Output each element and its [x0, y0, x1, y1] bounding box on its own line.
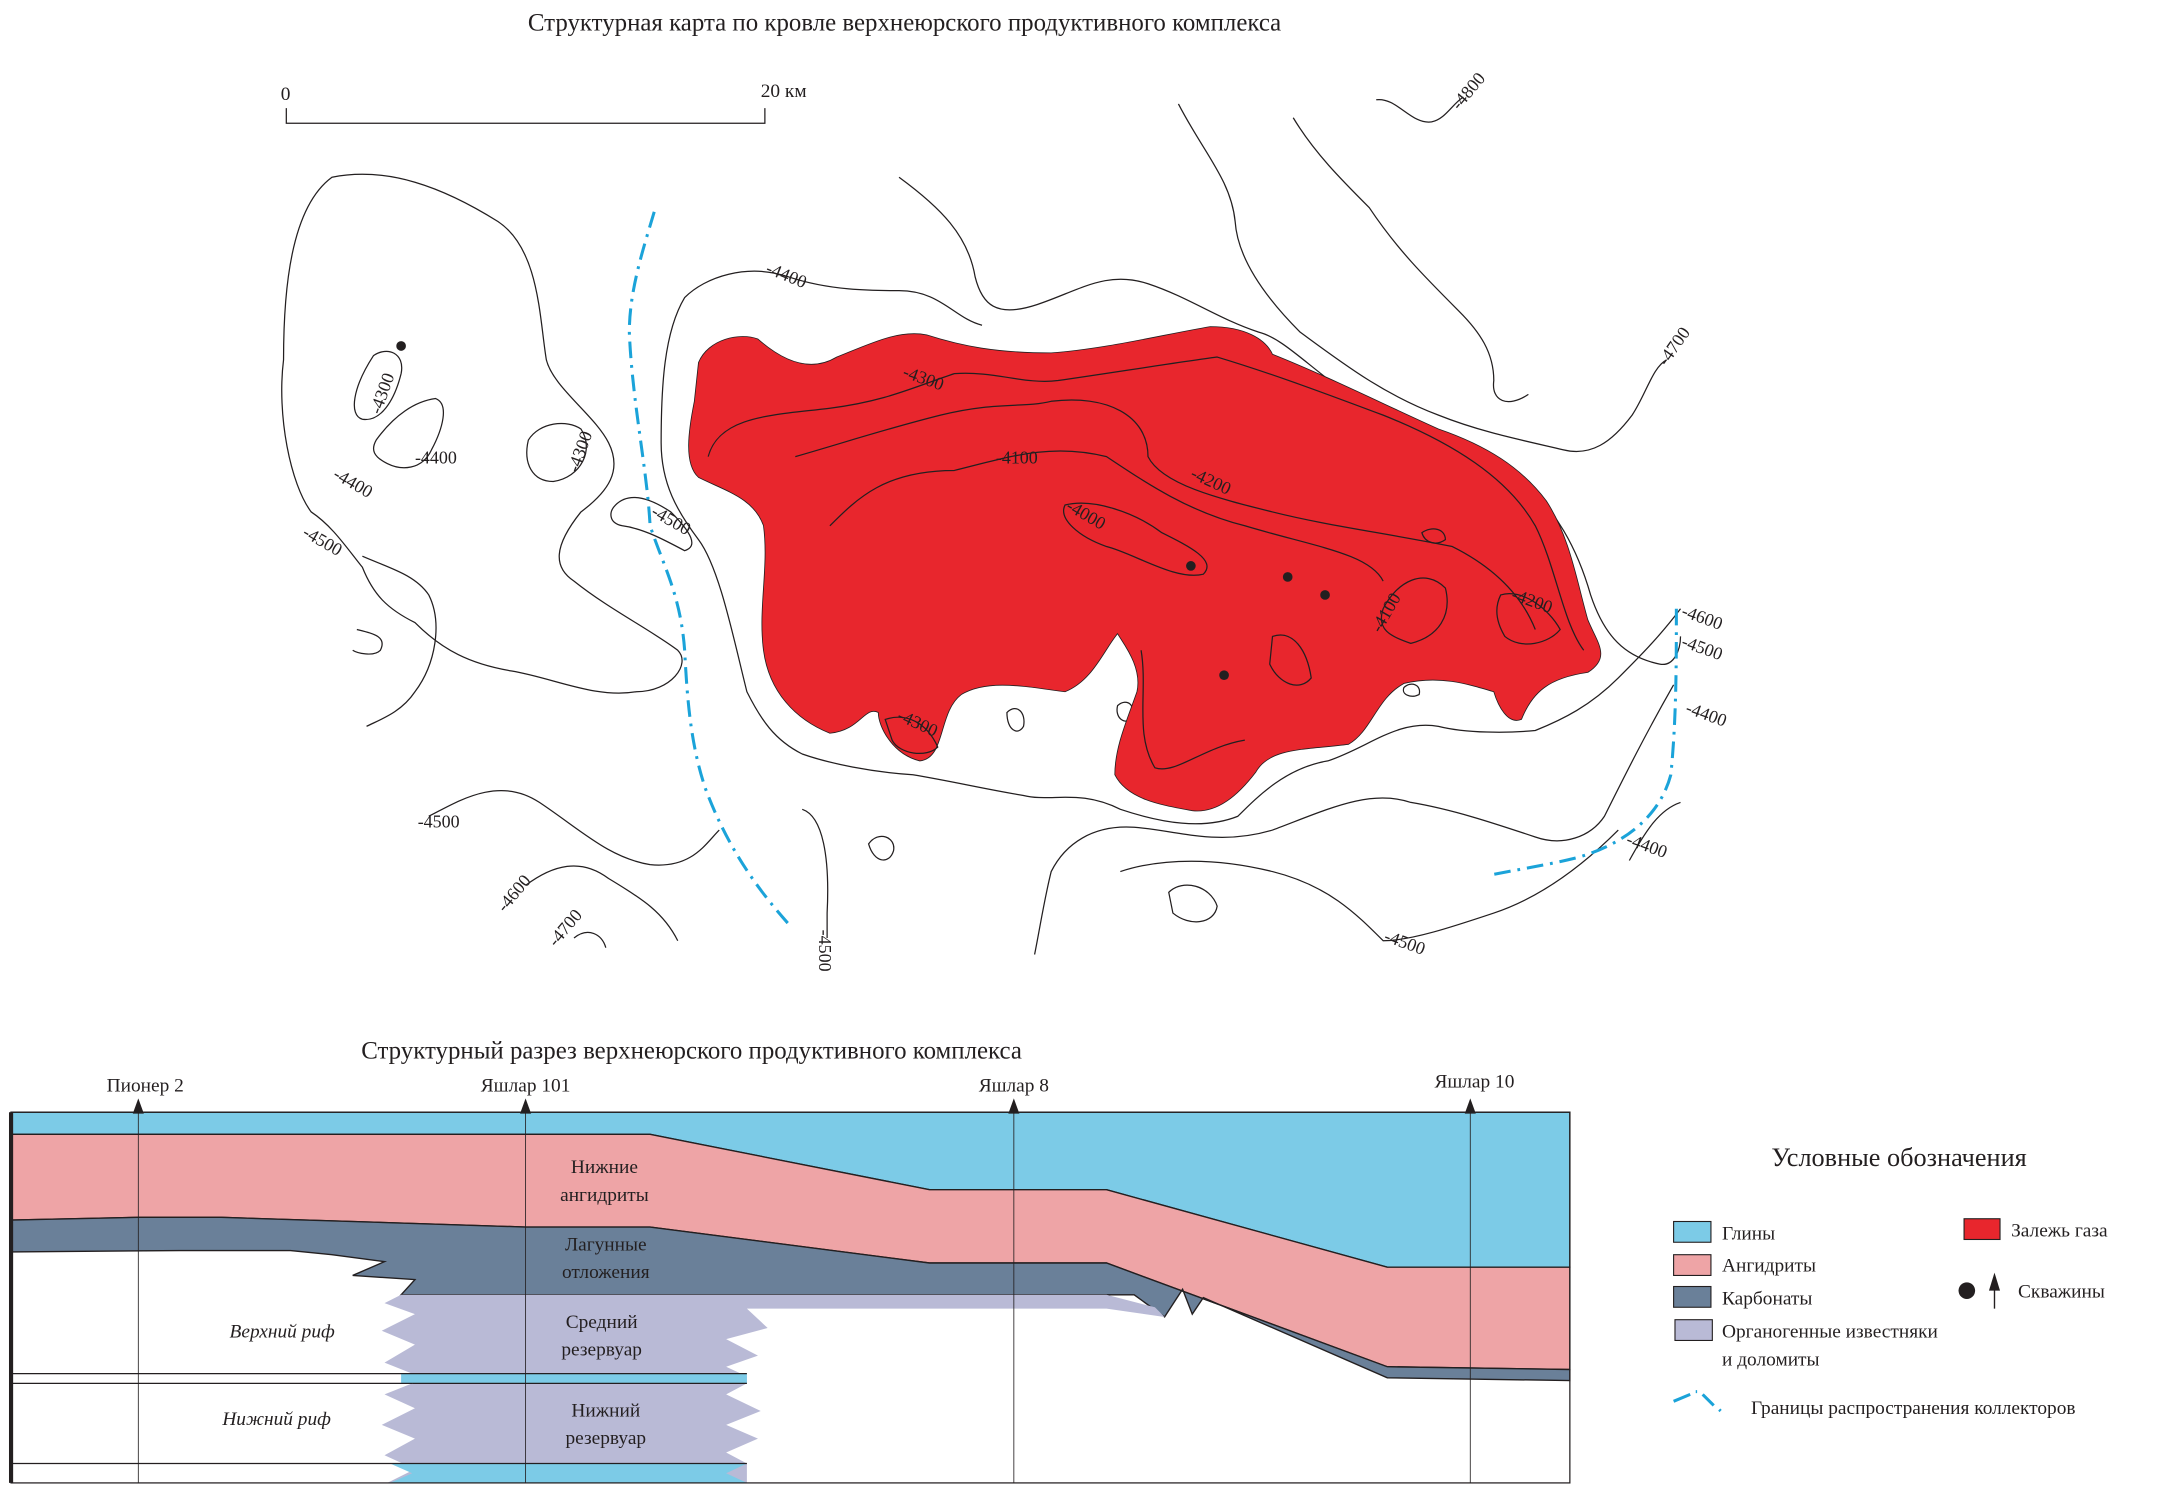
- well-yashlar-101: Яшлар 101: [481, 1075, 571, 1483]
- svg-text:Нижний риф: Нижний риф: [221, 1409, 331, 1430]
- legend-item-boundary: Границы распространения коллекторов: [1673, 1390, 2076, 1419]
- dash-dot-line-icon: [1673, 1390, 1722, 1413]
- svg-text:-4800: -4800: [1447, 68, 1489, 113]
- well-dot: [1219, 670, 1229, 681]
- legend-item-limestone: Органогенные известняки и доломиты: [1674, 1319, 1938, 1370]
- well-dot: [1186, 561, 1196, 571]
- svg-text:-4300: -4300: [365, 370, 398, 416]
- well-yashlar-8: Яшлар 8: [979, 1075, 1049, 1483]
- legend-item-anhydrite: Ангидриты: [1673, 1254, 1816, 1276]
- scale-end: 20 км: [761, 81, 807, 102]
- legend-item-wells: Скважины: [1958, 1272, 2105, 1309]
- svg-text:-4700: -4700: [544, 905, 586, 950]
- svg-text:Границы распространения коллек: Границы распространения коллекторов: [1751, 1398, 2076, 1419]
- well-label: Яшлар 8: [979, 1075, 1049, 1096]
- svg-text:Средний: Средний: [566, 1312, 638, 1333]
- svg-text:Нижний: Нижний: [571, 1401, 640, 1422]
- svg-text:отложения: отложения: [562, 1262, 650, 1283]
- scale-bar: 0 20 км: [281, 81, 807, 124]
- svg-text:Глины: Глины: [1722, 1223, 1775, 1244]
- clay-band-middle: [401, 1373, 747, 1384]
- well-pioner-2: Пионер 2: [107, 1075, 184, 1483]
- svg-text:-4400: -4400: [1683, 697, 1729, 730]
- svg-text:-4400: -4400: [415, 448, 457, 468]
- scale-start: 0: [281, 84, 291, 105]
- gas-internal-contours: [707, 356, 1585, 770]
- wells-on-map: [396, 341, 1330, 681]
- svg-text:Лагунные: Лагунные: [565, 1235, 647, 1256]
- svg-text:-4500: -4500: [1679, 631, 1725, 664]
- svg-text:-4500: -4500: [418, 811, 460, 831]
- legend-item-clay: Глины: [1673, 1220, 1775, 1244]
- svg-text:ангидриты: ангидриты: [560, 1185, 649, 1206]
- well-arrow-icon: [520, 1098, 532, 1114]
- svg-text:Залежь газа: Залежь газа: [2011, 1221, 2108, 1242]
- well-arrow-icon: [132, 1098, 144, 1114]
- svg-text:-4700: -4700: [1654, 323, 1694, 369]
- legend-item-gas: Залежь газа: [1963, 1218, 2108, 1242]
- svg-text:Верхний риф: Верхний риф: [230, 1322, 335, 1343]
- well-dot: [1282, 572, 1293, 582]
- svg-text:Органогенные известняки: Органогенные известняки: [1722, 1322, 1938, 1343]
- svg-text:резервуар: резервуар: [561, 1340, 642, 1361]
- svg-text:-4500: -4500: [300, 522, 346, 560]
- clay-band-bottom: [390, 1463, 747, 1483]
- legend-item-carbonate: Карбонаты: [1673, 1285, 1812, 1309]
- section-title: Структурный разрез верхнеюрского продукт…: [361, 1037, 1022, 1064]
- contour-lines: [281, 96, 1682, 955]
- section-wells: Пионер 2 Яшлар 101 Яшлар 8 Яшлар 10: [107, 1071, 1514, 1483]
- well-arrow-icon: [1008, 1098, 1020, 1114]
- reservoir-boundary-east: [1493, 608, 1678, 876]
- well-arrow-icon: [1988, 1272, 2001, 1309]
- svg-text:и доломиты: и доломиты: [1722, 1349, 1820, 1370]
- well-arrow-icon: [1464, 1098, 1476, 1114]
- svg-text:Ангидриты: Ангидриты: [1722, 1255, 1816, 1276]
- layer-labels: Нижние ангидриты Лагунные отложения Сред…: [221, 1157, 649, 1449]
- well-dot-icon: [1958, 1282, 1976, 1299]
- gas-deposit: [688, 326, 1602, 812]
- well-label: Пионер 2: [107, 1075, 184, 1096]
- reservoir-boundary-west: [627, 211, 793, 928]
- well-label: Яшлар 101: [481, 1075, 571, 1096]
- map-title: Структурная карта по кровле верхнеюрског…: [528, 10, 1281, 37]
- svg-text:-4500: -4500: [815, 930, 835, 972]
- well-dot: [396, 341, 406, 351]
- well-dot: [1320, 590, 1330, 600]
- svg-text:-4500: -4500: [1382, 926, 1428, 959]
- svg-text:-4500: -4500: [648, 501, 694, 539]
- svg-text:-4600: -4600: [493, 871, 535, 916]
- svg-text:-4100: -4100: [996, 448, 1038, 468]
- svg-text:-4400: -4400: [763, 258, 809, 292]
- svg-text:-4400: -4400: [330, 464, 376, 502]
- well-yashlar-10: Яшлар 10: [1434, 1071, 1514, 1483]
- svg-text:Скважины: Скважины: [2018, 1282, 2105, 1303]
- svg-text:Нижние: Нижние: [571, 1157, 638, 1178]
- legend-title: Условные обозначения: [1771, 1143, 2026, 1172]
- svg-text:-4300: -4300: [563, 428, 596, 474]
- legend: Условные обозначения Глины Ангидриты Кар…: [1673, 1143, 2108, 1419]
- structural-map: Структурная карта по кровле верхнеюрског…: [281, 10, 1730, 972]
- layer-limestone: [381, 1294, 1165, 1483]
- well-label: Яшлар 10: [1434, 1071, 1514, 1092]
- cross-section: Структурный разрез верхнеюрского продукт…: [8, 1037, 1571, 1484]
- svg-text:резервуар: резервуар: [566, 1428, 647, 1449]
- svg-text:-4600: -4600: [1679, 601, 1725, 634]
- layer-carbonate: [10, 1216, 1571, 1382]
- svg-text:Карбонаты: Карбонаты: [1722, 1288, 1812, 1309]
